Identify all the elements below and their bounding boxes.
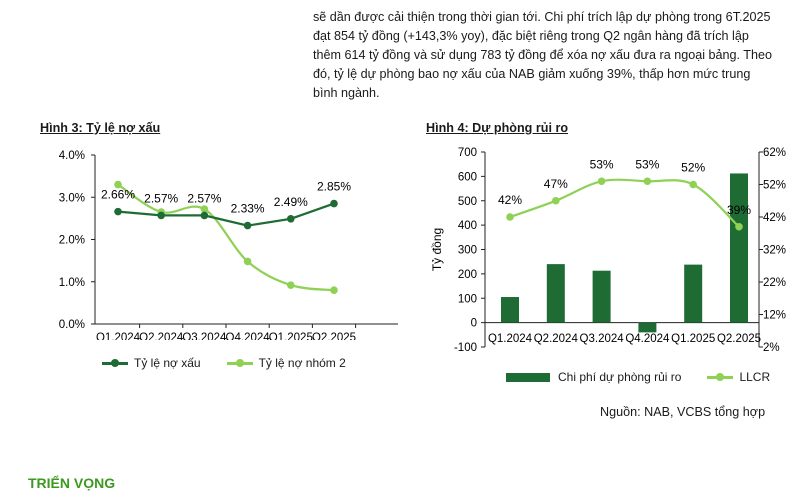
llcr-data-label: 42% (498, 193, 522, 207)
series-npl-line (117, 202, 335, 227)
series-npl-point (157, 211, 165, 220)
y2-tick-label: 22% (763, 277, 786, 289)
chart-2-legend: Chi phí dự phòng rủi ro LLCR (506, 370, 796, 384)
series-group2-point (114, 180, 122, 189)
y-tick-label: -100 (454, 342, 477, 354)
x-tick-label: Q2.2024 (139, 332, 184, 340)
provision-bar (638, 322, 657, 333)
npl-ratio-chart: 0.0% 1.0% 2.0% 3.0% 4.0% Q1.2024 Q2.2024 Q3.202… (59, 150, 398, 340)
npl-data-label: 2.49% (274, 195, 308, 209)
series-llcr-point (552, 196, 560, 205)
legend-provision-label: Chi phí dự phòng rủi ro (558, 370, 682, 384)
y-tick-label: 2.0% (59, 235, 85, 247)
y-tick-label: 0 (471, 318, 477, 330)
y2-tick-label: 2% (763, 342, 780, 354)
chart-1-legend: Tỷ lệ nợ xấu Tỷ lệ nợ nhóm 2 (102, 356, 372, 370)
y-tick-label: 700 (458, 147, 477, 159)
npl-data-label: 2.57% (187, 191, 221, 205)
llcr-data-label: 39% (727, 203, 751, 217)
y2-tick-label: 52% (763, 180, 786, 192)
series-npl-point (287, 214, 295, 223)
y2-tick-label: 32% (763, 245, 786, 257)
y-tick-label: 400 (458, 220, 477, 232)
legend-group2-swatch (226, 358, 253, 367)
series-npl-point (200, 211, 209, 220)
series-group2-point (287, 281, 295, 289)
series-group2-point (330, 286, 338, 294)
x-tick-label: Q4.2024 (625, 333, 670, 345)
y-tick-label: 500 (458, 196, 477, 208)
body-paragraph: sẽ dần được cải thiện trong thời gian tớ… (313, 8, 788, 103)
legend-llcr-swatch (707, 372, 734, 381)
legend-llcr-label: LLCR (739, 370, 771, 384)
x-tick-label: Q4.2024 (226, 332, 271, 340)
y-tick-label: 3.0% (59, 192, 85, 204)
x-tick-label: Q1.2025 (671, 333, 715, 345)
llcr-data-label: 53% (635, 157, 659, 171)
x-tick-label: Q1.2025 (269, 332, 313, 340)
series-group2-point (243, 257, 252, 266)
paragraph-line-4: đó, tỷ lệ dự phòng bao nợ xấu của NAB gi… (313, 67, 751, 81)
y-axis-title: Tỷ đồng (430, 228, 444, 271)
llcr-data-label: 52% (681, 161, 705, 175)
series-npl-point (330, 199, 338, 208)
y2-tick-label: 12% (763, 310, 786, 322)
paragraph-line-3: thêm 614 tỷ đồng và sử dụng 783 tỷ đồng … (313, 48, 772, 62)
npl-data-label: 2.57% (144, 191, 178, 205)
series-llcr-point (689, 180, 697, 189)
paragraph-line-5: bình ngành. (313, 86, 380, 100)
llcr-data-label: 53% (590, 157, 614, 171)
legend-group2: Tỷ lệ nợ nhóm 2 (226, 356, 346, 370)
series-llcr-point (735, 222, 743, 231)
series-group2-point (200, 205, 209, 213)
figure-4-title: Hình 4: Dự phòng rủi ro (426, 121, 569, 135)
legend-npl: Tỷ lệ nợ xấu (102, 356, 201, 370)
legend-npl-label: Tỷ lệ nợ xấu (134, 356, 201, 370)
x-tick-label: Q1.2024 (488, 333, 533, 345)
figure-3-title: Hình 3: Tỷ lệ nợ xấu (40, 121, 161, 135)
provision-bar (501, 297, 519, 323)
series-npl-point (243, 221, 252, 230)
x-tick-label: Q3.2024 (182, 332, 227, 340)
provision-bar (730, 173, 748, 323)
section-heading: TRIỂN VỌNG (28, 475, 116, 491)
series-llcr-point (506, 213, 514, 221)
x-tick-label: Q2.2025 (717, 333, 761, 345)
y-tick-label: 4.0% (59, 150, 85, 162)
npl-data-label: 2.85% (317, 180, 351, 194)
y-tick-label: 200 (458, 269, 477, 281)
legend-group2-label: Tỷ lệ nợ nhóm 2 (258, 356, 346, 370)
source-note: Nguồn: NAB, VCBS tổng hợp (600, 405, 766, 419)
provision-bar (592, 270, 611, 323)
y2-tick-label: 42% (763, 212, 786, 224)
series-llcr-point (643, 177, 652, 186)
series-npl-point (114, 207, 122, 216)
legend-npl-swatch (102, 358, 128, 367)
y2-tick-label: 62% (763, 147, 786, 159)
paragraph-line-1: sẽ dần được cải thiện trong thời gian tớ… (313, 10, 771, 24)
llcr-data-label: 47% (544, 177, 568, 191)
x-tick-label: Q3.2024 (580, 333, 625, 345)
legend-llcr: LLCR (707, 370, 770, 384)
npl-data-label: 2.33% (231, 202, 265, 216)
legend-provision: Chi phí dự phòng rủi ro (506, 370, 681, 384)
y-tick-label: 100 (458, 293, 477, 305)
series-llcr-line (509, 178, 740, 228)
y-tick-label: 0.0% (59, 319, 85, 331)
paragraph-line-2: đạt 854 tỷ đồng (+143,3% yoy), đặc biệt … (313, 29, 749, 43)
y-tick-label: 600 (458, 171, 477, 183)
provision-bar (546, 264, 565, 323)
x-tick-label: Q1.2024 (96, 332, 141, 340)
legend-provision-swatch (506, 372, 550, 382)
provision-chart: -100 0 100 200 300 400 500 600 700 2% 12% 22% 32% 42%… (430, 147, 786, 354)
provision-bar (684, 264, 703, 323)
npl-data-label: 2.66% (101, 188, 135, 202)
y-tick-label: 300 (458, 245, 477, 257)
y-tick-label: 1.0% (59, 277, 85, 289)
x-tick-label: Q2.2024 (534, 333, 579, 345)
series-llcr-point (597, 177, 606, 186)
x-tick-label: Q2.2025 (312, 332, 356, 340)
